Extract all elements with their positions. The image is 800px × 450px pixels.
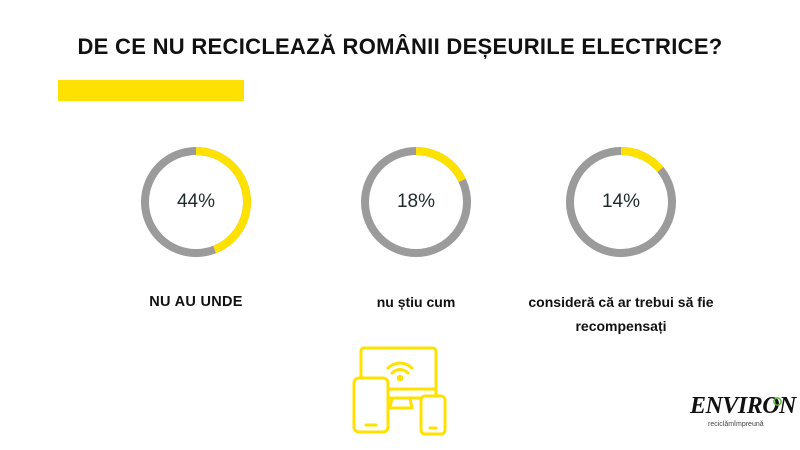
recycle-leaf-icon (773, 397, 782, 406)
donut-svg-2 (361, 147, 471, 257)
environ-logo: ENVIRON reciclămîmpreună (690, 393, 796, 435)
donut-chart-1: 44% (136, 142, 256, 262)
donut-svg-1 (141, 147, 251, 257)
donut-chart-2: 18% (356, 142, 476, 262)
donut-value-label-1: 44% (176, 191, 216, 212)
donut-chart-3: 14% (561, 142, 681, 262)
category-label-1: NU AU UNDE (149, 294, 243, 310)
page-title: DE CE NU RECICLEAZĂ ROMÂNII DEȘEURILE EL… (77, 34, 723, 59)
accent-bar (58, 80, 244, 101)
logo-tagline: reciclămîmpreună (708, 421, 764, 428)
donut-svg-3 (566, 147, 676, 257)
donut-arc-2 (361, 147, 471, 257)
donut-arc-1 (141, 147, 251, 257)
donut-arc-3 (566, 147, 676, 257)
devices-icon (352, 346, 447, 436)
category-label-2: nu știu cum (376, 294, 456, 310)
donut-value-label-2: 18% (396, 191, 436, 212)
donut-value-label-3: 14% (601, 191, 641, 212)
category-label-3: consideră că ar trebui să fie recompensa… (528, 294, 714, 334)
